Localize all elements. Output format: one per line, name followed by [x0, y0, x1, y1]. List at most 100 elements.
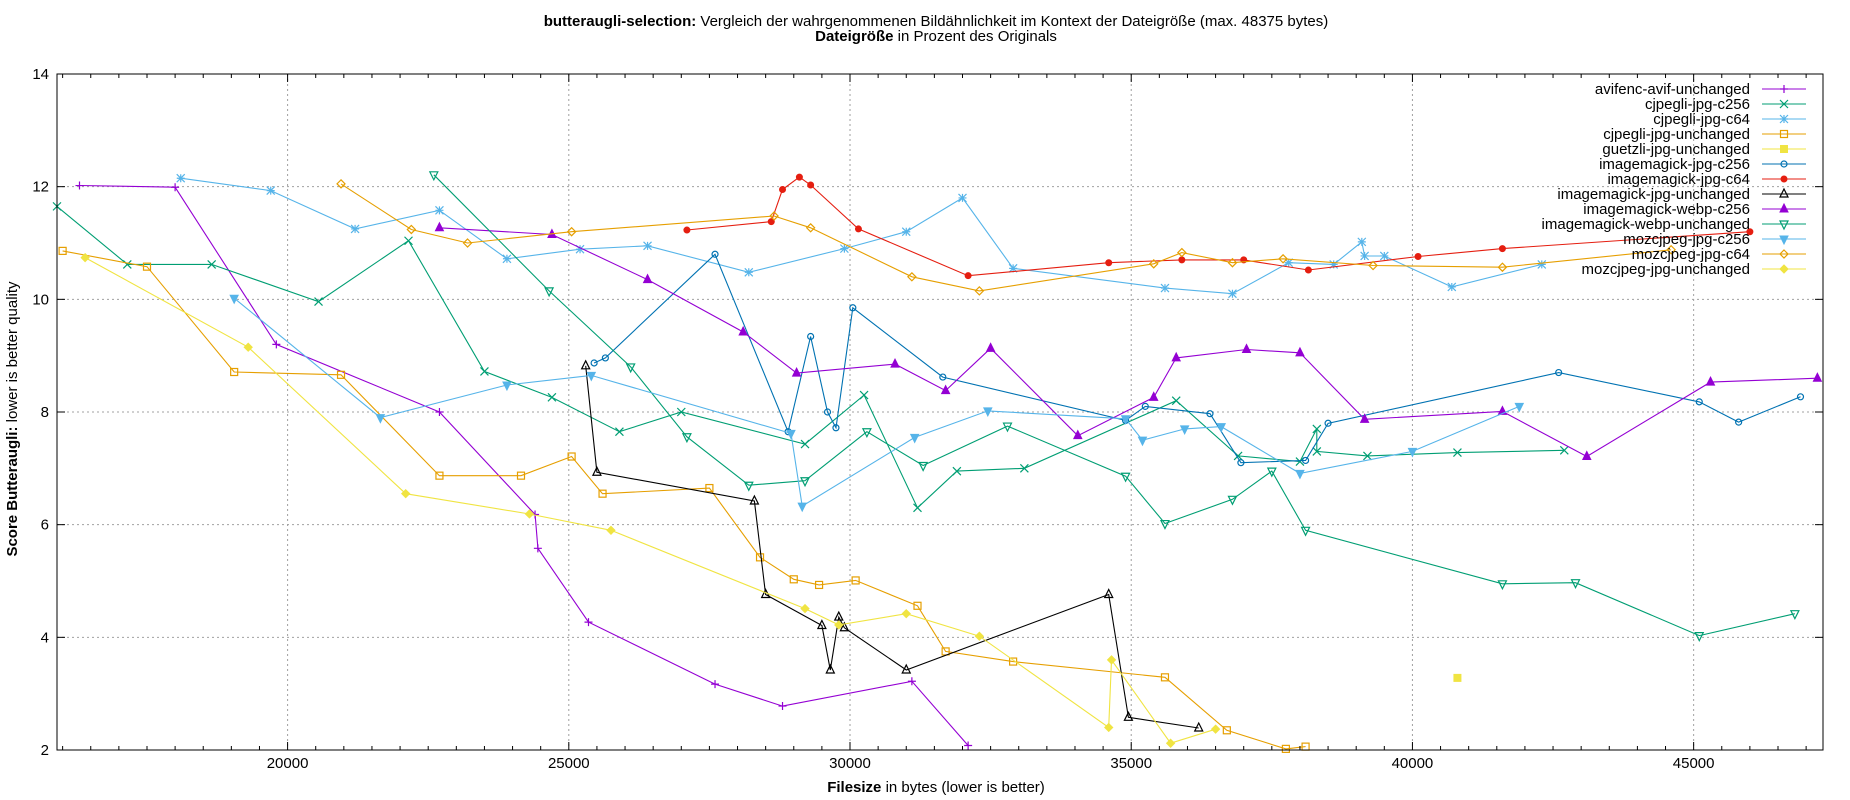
data-point: [779, 185, 787, 193]
data-point: [786, 429, 796, 440]
data-point: [1746, 228, 1754, 236]
data-point: [58, 246, 67, 255]
data-point: [480, 367, 489, 376]
data-point: [832, 424, 840, 432]
data-point: [229, 294, 239, 305]
data-point: [1103, 588, 1114, 599]
data-point: [375, 414, 386, 424]
chart-subtitle: Dateigröße in Prozent des Originals: [815, 28, 1057, 45]
data-point: [1227, 495, 1238, 506]
data-point: [1789, 610, 1800, 621]
chart-subtitle-rest: in Prozent des Originals: [893, 28, 1056, 45]
data-point: [1453, 448, 1462, 457]
data-point: [755, 553, 765, 562]
data-point: [913, 601, 922, 610]
data-point: [744, 267, 754, 277]
data-point: [749, 494, 760, 505]
legend-label: guetzli-jpg-unchanged: [1602, 141, 1750, 158]
y-tick-label: 12: [32, 179, 49, 196]
data-point: [1008, 263, 1018, 273]
data-point: [598, 489, 607, 498]
data-point: [1694, 632, 1705, 642]
data-point: [940, 384, 951, 395]
data-point: [580, 359, 591, 370]
data-point: [435, 205, 444, 215]
data-point: [797, 502, 808, 513]
legend: avifenc-avif-unchangedcjpegli-jpg-c256cj…: [1542, 81, 1806, 278]
data-point: [1570, 579, 1581, 590]
data-point: [705, 483, 714, 493]
data-point: [435, 408, 444, 416]
series-layer: [52, 171, 1823, 753]
y-tick-label: 10: [32, 291, 49, 308]
data-point: [1210, 724, 1221, 734]
data-point: [982, 407, 993, 417]
data-point: [1559, 445, 1569, 455]
data-point: [1171, 351, 1182, 362]
data-point: [1009, 657, 1018, 666]
data-point: [1137, 436, 1148, 447]
data-point: [859, 390, 869, 400]
x-axis-label-bold: Filesize: [827, 779, 881, 796]
series-mozcjpeg-jpg-c64: [336, 179, 1676, 296]
data-point: [1581, 450, 1592, 461]
data-point: [1497, 580, 1508, 591]
data-point: [1368, 260, 1378, 271]
data-point: [336, 179, 346, 189]
data-point: [524, 509, 535, 519]
data-point: [683, 226, 691, 234]
series-line-mozcjpeg-jpg-c256: [233, 297, 1520, 507]
data-point: [814, 580, 824, 590]
data-point: [681, 433, 692, 444]
legend-entry-guetzli-jpg-unchanged: guetzli-jpg-unchanged: [1602, 141, 1806, 158]
data-point: [1241, 343, 1252, 353]
data-point: [907, 271, 917, 282]
data-point: [1105, 259, 1113, 267]
data-point: [901, 227, 911, 237]
y-tick-label: 2: [41, 742, 49, 759]
data-point: [1735, 418, 1743, 426]
data-point: [805, 222, 816, 233]
series-line-cjpegli-jpg-c256: [56, 205, 1565, 509]
data-point: [816, 619, 827, 630]
legend-entry-cjpegli-jpg-c256: cjpegli-jpg-c256: [1645, 96, 1806, 113]
data-point: [584, 618, 593, 627]
legend-label: imagemagick-webp-c256: [1583, 201, 1750, 218]
data-point: [839, 244, 849, 254]
data-point: [1301, 456, 1310, 465]
data-point: [406, 224, 417, 235]
data-point: [1120, 472, 1131, 483]
data-point: [1266, 467, 1277, 478]
legend-swatch-marker: [1779, 187, 1789, 198]
grid-layer: [57, 74, 1823, 750]
data-point: [533, 544, 542, 553]
y-tick-label: 14: [32, 66, 49, 83]
data-point: [590, 359, 598, 367]
data-point: [1193, 721, 1204, 732]
data-point: [575, 244, 585, 254]
legend-swatch-marker: [1779, 202, 1789, 213]
data-point: [142, 262, 152, 271]
data-point: [823, 408, 832, 416]
data-point: [901, 663, 912, 674]
data-point: [952, 466, 962, 476]
x-tick-label: 45000: [1673, 755, 1715, 772]
data-point: [825, 663, 836, 674]
data-point: [767, 218, 775, 226]
legend-swatch-marker: [1779, 220, 1789, 231]
data-point: [890, 357, 900, 368]
legend-entry-imagemagick-jpg-c64: imagemagick-jpg-c64: [1607, 171, 1806, 188]
data-point: [1179, 425, 1190, 436]
data-point: [901, 608, 911, 619]
chart-title: butteraugli-selection: Vergleich der wah…: [544, 13, 1329, 30]
data-point: [80, 252, 90, 263]
series-line-mozcjpeg-jpg-unchanged: [84, 257, 1216, 744]
legend-entry-cjpegli-jpg-unchanged: cjpegli-jpg-unchanged: [1603, 126, 1806, 143]
data-point: [918, 461, 929, 472]
data-point: [1329, 259, 1339, 269]
x-tick-label: 25000: [548, 755, 590, 772]
data-point: [1106, 655, 1117, 665]
legend-swatch-marker: [1779, 235, 1789, 246]
legend-entry-imagemagick-webp-unchanged: imagemagick-webp-unchanged: [1542, 216, 1806, 233]
